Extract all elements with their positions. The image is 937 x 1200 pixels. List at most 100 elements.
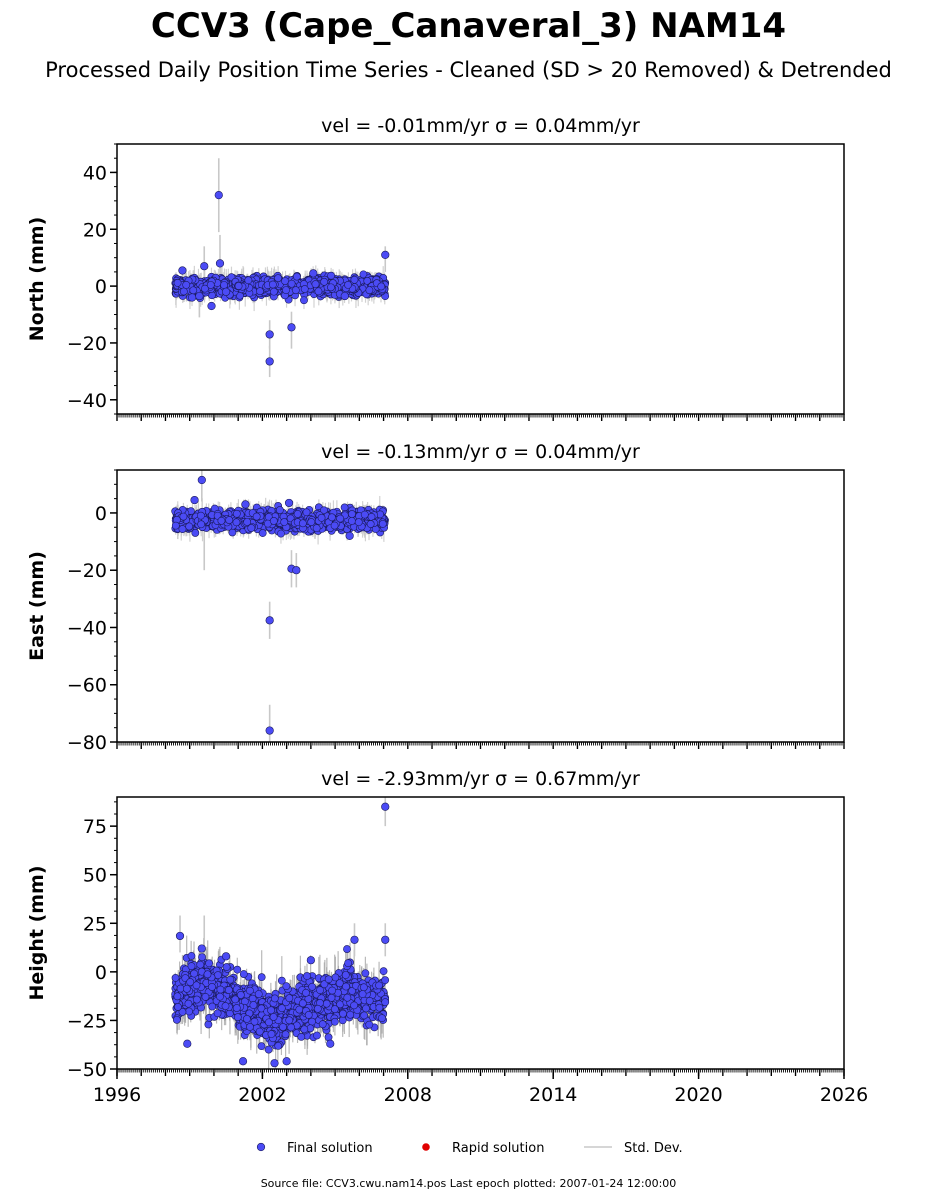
data-point <box>220 281 228 289</box>
data-point <box>178 525 187 533</box>
data-point <box>185 522 194 531</box>
data-point <box>365 286 374 295</box>
y-tick-label: −80 <box>67 732 107 754</box>
outlier-point <box>284 498 294 508</box>
data-point <box>330 521 339 530</box>
data-point <box>232 509 241 518</box>
data-point <box>350 275 359 284</box>
data-point <box>291 286 300 295</box>
data-point <box>300 285 309 293</box>
outlier-point <box>207 301 216 311</box>
data-point <box>311 280 320 289</box>
panel-title: vel = -0.13mm/yr σ = 0.04mm/yr <box>321 441 640 463</box>
outlier-point <box>178 266 187 275</box>
panel-3: vel = -2.93mm/yr σ = 0.67mm/yr Height (mm… <box>26 768 868 1106</box>
data-point <box>244 276 253 285</box>
data-point <box>201 284 209 293</box>
data-point <box>197 520 206 529</box>
plot-area <box>171 797 390 1069</box>
data-point <box>274 274 283 283</box>
outlier-point <box>221 287 231 296</box>
panel-title: vel = -2.93mm/yr σ = 0.67mm/yr <box>321 768 640 790</box>
y-tick-label: 40 <box>83 162 107 184</box>
outlier-point <box>190 495 199 505</box>
data-point <box>300 296 308 305</box>
data-point <box>298 519 307 528</box>
data-point <box>269 517 278 525</box>
outlier-point <box>265 616 274 625</box>
data-point <box>287 279 296 288</box>
y-tick-label: 20 <box>83 219 107 241</box>
y-tick-label: −60 <box>67 675 107 697</box>
data-point <box>179 287 188 296</box>
data-point <box>314 287 323 296</box>
data-point <box>292 272 301 281</box>
data-point <box>191 529 200 537</box>
outlier-point <box>200 262 209 271</box>
panel-1: vel = -0.01mm/yr σ = 0.04mm/yr North (mm)… <box>26 115 845 421</box>
data-point <box>173 278 182 287</box>
data-point <box>302 508 311 517</box>
data-point <box>312 524 321 533</box>
y-axis-label: North (mm) <box>26 217 48 342</box>
data-point <box>256 287 264 296</box>
data-point <box>327 271 336 280</box>
data-point <box>196 511 205 520</box>
outlier-point <box>241 500 250 509</box>
data-point <box>363 277 372 285</box>
data-point <box>275 506 284 514</box>
outlier-point <box>381 250 390 259</box>
y-tick-label: −20 <box>67 560 107 582</box>
data-point <box>307 518 316 526</box>
outlier-point <box>197 475 206 485</box>
data-point <box>320 506 328 515</box>
data-point <box>257 1042 266 1051</box>
outlier-point <box>215 259 225 268</box>
figure-subtitle: Processed Daily Position Time Series - C… <box>45 58 892 82</box>
data-point <box>377 282 386 291</box>
data-point <box>347 517 356 525</box>
data-point <box>344 280 352 289</box>
final-solution-points <box>171 475 389 735</box>
data-point <box>182 280 191 289</box>
data-point <box>189 286 198 295</box>
data-point <box>360 510 369 519</box>
data-point <box>354 518 363 527</box>
outlier-point <box>340 291 349 301</box>
data-point <box>378 519 387 528</box>
data-point <box>348 510 356 518</box>
outlier-point <box>287 323 296 332</box>
data-point <box>264 1045 273 1054</box>
y-tick-label: −20 <box>67 333 107 355</box>
data-point <box>179 512 188 521</box>
data-point <box>206 281 215 289</box>
data-point <box>225 516 234 524</box>
data-point <box>293 510 302 518</box>
data-point <box>239 970 248 978</box>
outlier-point <box>188 293 197 302</box>
data-point <box>282 286 290 295</box>
data-point <box>257 973 266 982</box>
outlier-point <box>292 566 301 575</box>
y-tick-label: 0 <box>95 276 107 298</box>
panel-title: vel = -0.01mm/yr σ = 0.04mm/yr <box>321 115 640 137</box>
data-point <box>171 521 180 530</box>
y-tick-label: −40 <box>67 617 107 639</box>
y-tick-label: −40 <box>67 390 107 412</box>
y-tick-label: 0 <box>95 503 107 525</box>
final-solution-points <box>171 191 390 366</box>
outlier-point <box>195 291 204 301</box>
data-point <box>366 520 375 528</box>
data-point <box>327 283 335 292</box>
data-point <box>320 277 329 286</box>
data-point <box>252 512 261 521</box>
outlier-point <box>265 330 274 339</box>
data-point <box>232 518 241 527</box>
outlier-point <box>214 191 223 200</box>
data-point <box>268 280 277 289</box>
data-point <box>243 518 252 526</box>
data-point <box>327 513 336 522</box>
data-point <box>247 524 256 532</box>
